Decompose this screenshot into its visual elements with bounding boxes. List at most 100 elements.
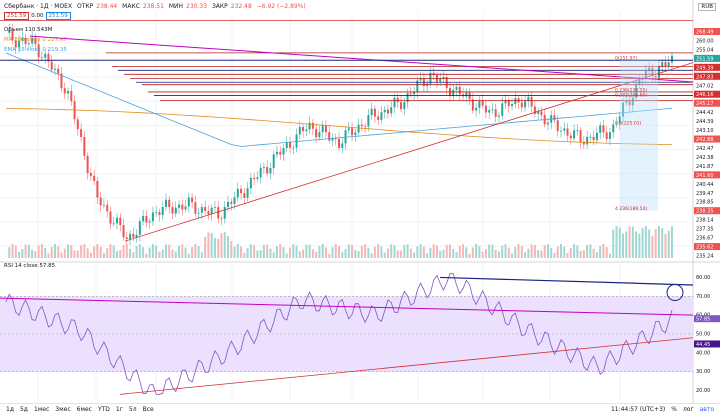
volume-bar xyxy=(60,252,63,258)
timeframe-1m[interactable]: 1мес xyxy=(33,406,50,413)
volume-bar xyxy=(644,226,647,258)
timeframe-ytd[interactable]: YTD xyxy=(97,406,110,413)
candle-body xyxy=(279,151,282,155)
ema-legend[interactable]: EMA 55 close 0 219.35 xyxy=(4,47,67,53)
volume-bar xyxy=(63,248,66,258)
candle-body xyxy=(122,225,125,238)
candle-body xyxy=(60,73,63,89)
volume-bar xyxy=(302,249,305,258)
candle-body xyxy=(70,90,73,102)
candle-body xyxy=(635,83,638,98)
log-toggle[interactable]: лог xyxy=(682,406,694,413)
candle-body xyxy=(491,109,494,111)
volume-bar xyxy=(664,234,667,258)
price-tag-bg xyxy=(694,144,720,152)
candle-body xyxy=(367,115,370,127)
candle-body xyxy=(488,110,491,113)
volume-bar xyxy=(576,245,579,258)
candle-body xyxy=(605,132,608,139)
timeframe-1d[interactable]: 1д xyxy=(6,406,14,413)
volume-bar xyxy=(390,244,393,258)
bid-delta: 0.00 xyxy=(31,13,44,19)
volume-bar xyxy=(168,244,171,258)
symbol-title[interactable]: Сбербанк · 1Д · MOEX xyxy=(4,3,73,10)
volume-bar xyxy=(31,249,34,258)
timeframe-5d[interactable]: 5д xyxy=(19,406,28,413)
fib-zone xyxy=(620,60,658,211)
volume-bar xyxy=(635,231,638,258)
volume-bar xyxy=(116,250,118,258)
candle-body xyxy=(386,109,389,114)
candle-body xyxy=(31,37,34,44)
candle-body xyxy=(171,207,174,214)
candle-body xyxy=(334,138,337,140)
price-axis-label: 247.83 xyxy=(696,74,714,80)
price-axis-label: 246.16 xyxy=(696,92,714,98)
candle-body xyxy=(331,138,334,141)
volume-bar xyxy=(158,251,161,258)
volume-bar xyxy=(560,244,562,258)
timeframe-5y[interactable]: 5л xyxy=(128,406,137,413)
price-tag-bg xyxy=(694,162,720,170)
currency-badge[interactable]: RUB xyxy=(698,3,716,11)
price-tag-bg xyxy=(694,36,720,44)
rsi-legend[interactable]: RSI 14 close 57.85 xyxy=(4,263,56,269)
ma-legend[interactable]: MA 200 close 0 227.47 xyxy=(4,37,67,43)
price-tag-bg xyxy=(694,81,720,89)
volume-legend[interactable]: Объем 110.543М xyxy=(4,27,53,33)
volume-bar xyxy=(367,247,370,258)
volume-bar xyxy=(243,252,246,258)
candle-body xyxy=(138,221,141,235)
candle-body xyxy=(625,100,628,103)
candle-body xyxy=(125,237,128,239)
candle-body xyxy=(21,37,24,41)
candle-body xyxy=(657,66,660,78)
ask-box[interactable]: 251.59 xyxy=(45,12,71,20)
candle-body xyxy=(305,129,308,132)
candle-body xyxy=(511,103,514,106)
price-tag-bg xyxy=(694,126,720,134)
price-tag-bg xyxy=(694,117,720,125)
volume-bar xyxy=(507,247,510,258)
volume-bar xyxy=(364,244,367,258)
candle-body xyxy=(18,40,21,48)
auto-toggle[interactable]: авто xyxy=(699,406,714,413)
timeframe-6m[interactable]: 6мес xyxy=(76,406,92,413)
bid-box[interactable]: 251.59 xyxy=(4,12,30,20)
volume-bar xyxy=(409,248,412,258)
candle-body xyxy=(47,53,50,62)
timeframe-1y[interactable]: 1г xyxy=(115,406,123,413)
candle-body xyxy=(524,101,527,108)
candle-body xyxy=(351,128,354,136)
volume-bar xyxy=(246,248,249,258)
price-tag-bg xyxy=(694,198,720,206)
candle-body xyxy=(452,89,455,96)
timeframe-all[interactable]: Все xyxy=(142,406,154,413)
volume-bar xyxy=(50,246,53,258)
clock-readout: 11:44:57 (UTC+3) xyxy=(610,406,666,413)
volume-bar xyxy=(89,252,92,258)
rsi-axis-label: 80.00 xyxy=(696,275,710,281)
price-axis-label: 255.04 xyxy=(696,47,714,53)
candle-body xyxy=(27,43,30,45)
candle-body xyxy=(579,130,582,143)
timeframe-3m[interactable]: 3мес xyxy=(55,406,71,413)
volume-bar xyxy=(671,226,673,258)
volume-bar xyxy=(641,227,644,258)
percent-toggle[interactable]: % xyxy=(671,406,677,413)
rsi-tag-bg xyxy=(694,386,720,394)
candle-body xyxy=(661,61,664,67)
volume-bar xyxy=(566,252,569,258)
candle-body xyxy=(546,122,549,125)
candle-body xyxy=(174,207,177,214)
volume-bar xyxy=(419,244,422,258)
volume-bar xyxy=(275,246,278,258)
price-axis-label: 237.35 xyxy=(696,227,714,233)
candle-body xyxy=(465,92,468,97)
volume-bar xyxy=(344,249,347,258)
volume-bar xyxy=(266,244,269,258)
volume-bar xyxy=(308,244,311,258)
volume-bar xyxy=(204,236,207,258)
